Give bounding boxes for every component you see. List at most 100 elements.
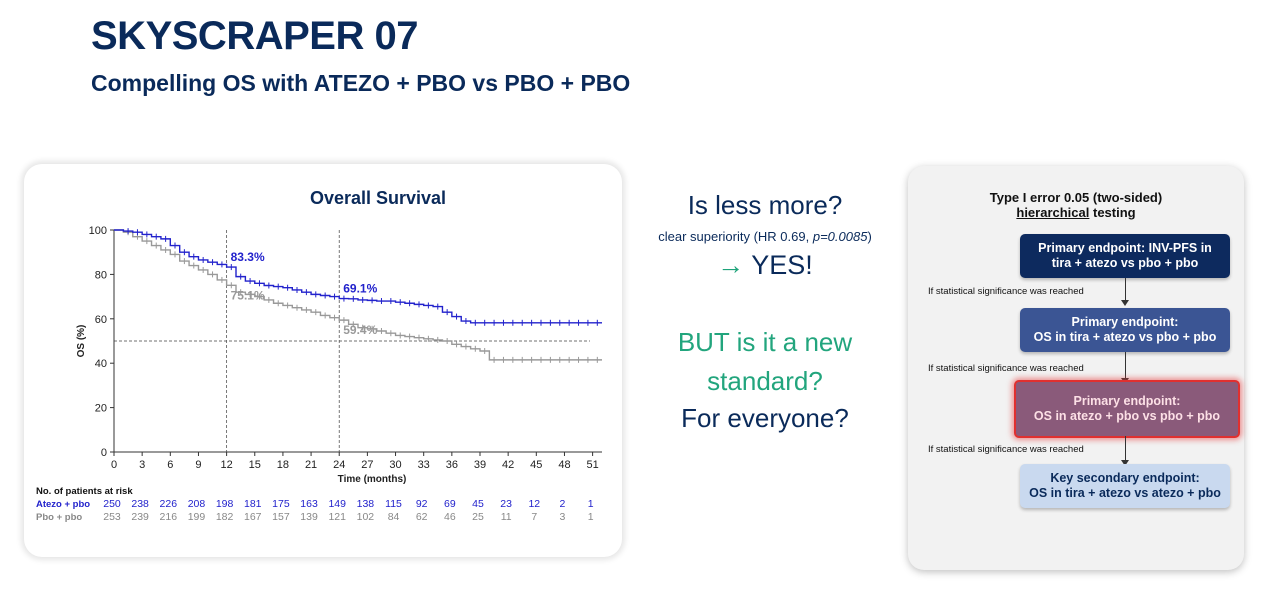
risk-value: 138 [357,498,375,510]
slide-subtitle: Compelling OS with ATEZO + PBO vs PBO + … [91,70,631,96]
box-os-tira-atezo: Primary endpoint: OS in tira + atezo vs p… [1020,308,1230,352]
risk-value: 175 [272,498,290,510]
risk-value: 46 [444,511,456,523]
y-tick-label: 100 [89,225,107,237]
x-tick-label: 36 [446,459,458,471]
y-tick-label: 60 [95,314,107,326]
box1-line2: tira + atezo vs pbo + pbo [1051,256,1199,270]
risk-value: 199 [188,511,206,523]
arrow-down-icon [1121,300,1129,306]
x-tick-label: 39 [474,459,486,471]
risk-value: 115 [385,498,402,510]
chart-card: Overall Survival 0 20 40 60 80 100 0 3 6 9 12 15 18 21… [24,164,622,557]
superiority-text: clear superiority (HR 0.69, [658,229,813,244]
box4-line2: OS in tira + atezo vs atezo + pbo [1029,486,1221,500]
question-less-more: Is less more? [687,190,843,220]
x-tick-label: 12 [220,459,232,471]
x-tick-label: 42 [502,459,514,471]
risk-value: 12 [528,498,540,510]
risk-row-label: Pbo + pbo [36,512,82,523]
superiority-close: ) [867,229,872,244]
x-tick-label: 18 [277,459,289,471]
diagram-title: Type I error 0.05 (two-sided) hierarchic… [908,190,1244,220]
annotation-691: 69.1% [343,282,377,296]
y-axis-label: OS (%) [76,325,87,358]
slide-title: SKYSCRAPER 07 [91,14,418,58]
risk-value: 62 [416,511,428,523]
x-tick-label: 3 [139,459,145,471]
x-tick-label: 51 [586,459,598,471]
x-tick-label: 0 [111,459,117,471]
connector-2 [1125,352,1126,380]
chart-title: Overall Survival [310,188,446,208]
risk-value: 45 [472,498,484,510]
p-value: p=0.0085 [812,229,868,244]
risk-value: 157 [272,511,290,523]
risk-value: 84 [388,511,400,523]
hierarchical-word: hierarchical [1016,205,1090,220]
box1-line1: Primary endpoint: INV-PFS in [1038,241,1212,255]
box-os-atezo-highlighted: Primary endpoint: OS in atezo + pbo vs pb… [1014,380,1240,438]
risk-value: 69 [444,498,456,510]
box2-line2: OS in tira + atezo vs pbo + pbo [1033,330,1217,344]
series-pbo-curve [114,229,602,361]
series-atezo-curve [114,229,602,324]
risk-value: 7 [531,511,537,523]
risk-value: 226 [160,498,178,510]
diagram-title-line1: Type I error 0.05 (two-sided) [989,190,1163,205]
risk-value: 182 [216,511,234,523]
new-standard-line2: standard? [707,366,823,396]
hierarchy-diagram: Type I error 0.05 (two-sided) hierarchic… [908,166,1244,570]
x-tick-label: 6 [167,459,173,471]
y-tick-label: 40 [95,358,107,370]
y-tick-label: 20 [95,403,107,415]
condition-3: If statistical significance was reached [928,444,1084,455]
connector-1 [1125,278,1126,302]
condition-2: If statistical significance was reached [928,363,1084,374]
new-standard-line1: BUT is it a new [677,327,853,357]
risk-value: 250 [103,498,121,510]
risk-value: 181 [244,498,262,510]
x-tick-label: 27 [361,459,373,471]
risk-value: 139 [300,511,318,523]
x-tick-label: 45 [530,459,542,471]
box-key-secondary: Key secondary endpoint: OS in tira + atez… [1020,464,1230,508]
for-everyone: For everyone? [681,403,849,433]
risk-value: 216 [160,511,178,523]
arrow-down-icon [1121,460,1129,466]
annotation-594: 59.4% [343,323,377,337]
yes-text: YES! [751,250,813,280]
annotation-833: 83.3% [231,250,265,264]
risk-value: 167 [244,511,262,523]
condition-1: If statistical significance was reached [928,286,1084,297]
risk-value: 92 [416,498,428,510]
risk-value: 25 [472,511,484,523]
right-arrow-icon: → [717,250,745,280]
x-tick-label: 9 [195,459,201,471]
box4-line1: Key secondary endpoint: [1050,471,1200,485]
risk-value: 11 [501,511,512,523]
x-tick-label: 24 [333,459,345,471]
risk-value: 238 [131,498,149,510]
box3-line1: Primary endpoint: [1073,394,1181,408]
superiority-note: clear superiority (HR 0.69, p=0.0085) [630,229,900,244]
x-axis-label: Time (months) [338,474,407,485]
x-tick-label: 33 [418,459,430,471]
y-tick-label: 80 [95,269,107,281]
x-tick-label: 48 [558,459,570,471]
risk-row-label: Atezo + pbo [36,499,90,510]
risk-value: 1 [588,498,594,510]
risk-value: 149 [328,498,346,510]
diagram-title-line2: hierarchical testing [908,205,1244,220]
x-tick-label: 21 [305,459,317,471]
connector-3 [1125,436,1126,462]
annotation-751: 75.1% [231,288,265,302]
testing-word: testing [1089,205,1136,220]
box2-line1: Primary endpoint: [1071,315,1179,329]
risk-value: 208 [188,498,206,510]
risk-table-title: No. of patients at risk [36,486,133,497]
risk-value: 198 [216,498,234,510]
commentary: Is less more? clear superiority (HR 0.69… [630,190,900,434]
risk-value: 102 [357,511,375,523]
